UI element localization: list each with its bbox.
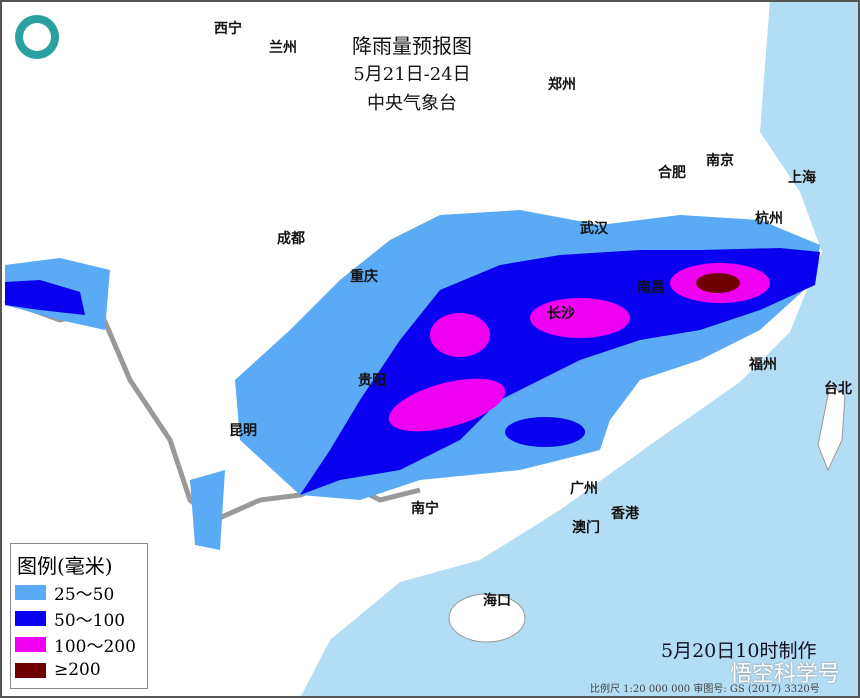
rain-200-plus	[696, 273, 740, 293]
legend-item: ≥200	[15, 657, 147, 683]
legend-swatch	[15, 662, 46, 678]
city-label: 澳门	[572, 520, 600, 536]
legend: 图例(毫米) 25～50 50～100 100～200 ≥200	[10, 543, 148, 689]
rain-100-200	[388, 263, 770, 432]
city-label: 福州	[749, 357, 777, 373]
taiwan	[817, 384, 846, 472]
logo	[15, 15, 59, 59]
city-label: 昆明	[229, 423, 257, 439]
city-label: 南宁	[411, 501, 439, 517]
sea	[300, 0, 860, 698]
scale-text: 比例尺 1:20 000 000 审图号: GS (2017) 3320号	[590, 684, 820, 695]
city-label: 香港	[611, 506, 639, 522]
city-label: 广州	[570, 481, 598, 497]
city-label: 武汉	[580, 221, 608, 237]
city-label: 南昌	[637, 280, 665, 296]
legend-label: 25～50	[54, 584, 115, 605]
legend-item: 25～50	[15, 579, 147, 605]
date-range: 5月21日-24日	[353, 64, 471, 85]
legend-item: 100～200	[15, 631, 147, 657]
city-label: 杭州	[755, 211, 783, 227]
legend-swatch	[15, 584, 46, 600]
legend-label: ≥200	[54, 660, 101, 680]
city-label: 台北	[824, 381, 852, 397]
city-label: 成都	[277, 231, 305, 247]
city-label: 合肥	[658, 165, 686, 181]
city-label: 重庆	[350, 269, 378, 285]
made-time: 5月20日10时制作	[661, 640, 817, 662]
hainan	[448, 593, 526, 643]
rain-50-100	[5, 248, 820, 495]
city-label: 贵阳	[358, 373, 386, 389]
city-label: 上海	[788, 170, 816, 186]
watermark: 悟空科学号	[730, 662, 841, 687]
legend-label: 50～100	[54, 610, 126, 631]
legend-label: 100～200	[54, 636, 136, 657]
city-label: 长沙	[547, 306, 575, 322]
city-label: 海口	[483, 593, 511, 609]
legend-swatch	[15, 636, 46, 652]
map-title: 降雨量预报图	[352, 34, 472, 58]
city-label: 南京	[706, 153, 734, 169]
legend-item: 50～100	[15, 605, 147, 631]
issuer: 中央气象台	[367, 93, 457, 114]
city-label: 郑州	[548, 77, 576, 93]
legend-title: 图例(毫米)	[17, 554, 113, 578]
city-label: 西宁	[214, 21, 242, 37]
legend-swatch	[15, 610, 46, 626]
city-label: 兰州	[269, 40, 297, 56]
